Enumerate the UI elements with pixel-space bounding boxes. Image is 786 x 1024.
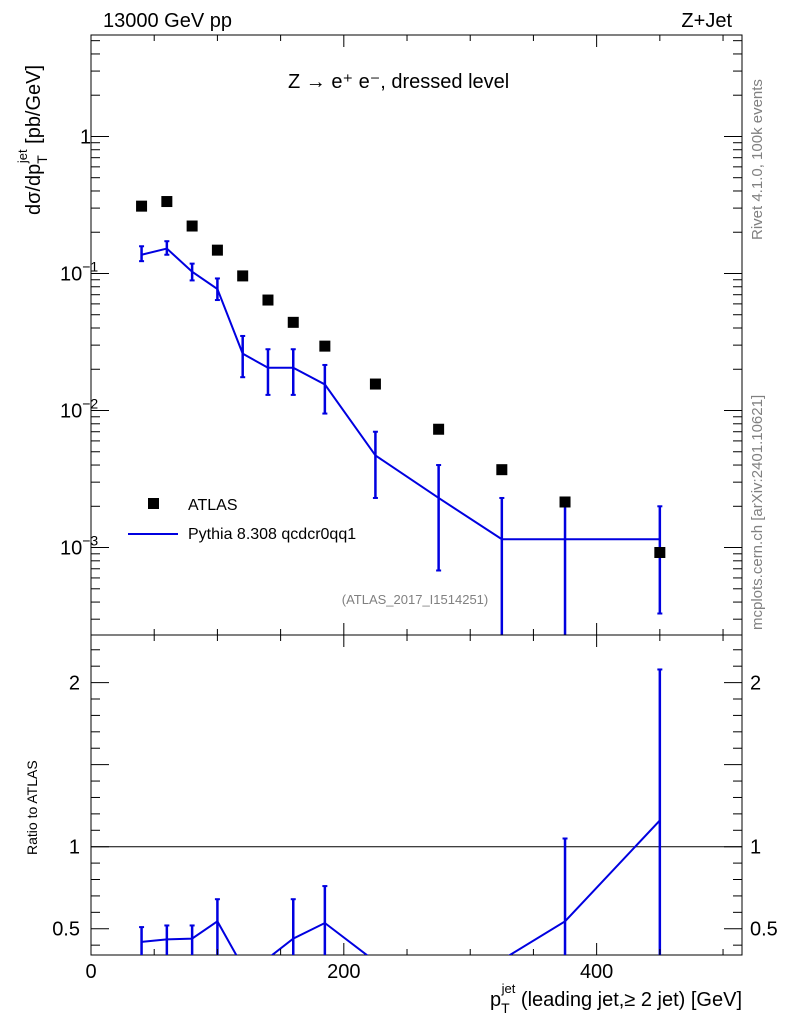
upper-ylabel-unit: [pb/GeV] bbox=[23, 65, 45, 150]
legend-mc-label: Pythia 8.308 qcdcr0qq1 bbox=[188, 526, 356, 543]
source-label: mcplots.cern.ch [arXiv:2401.10621] bbox=[749, 395, 766, 630]
y-tick-label: 10−1 bbox=[60, 258, 98, 285]
y-tick-exponent: −2 bbox=[82, 396, 98, 412]
ratio-tick-label-right: 2 bbox=[750, 673, 761, 695]
ratio-tick-label-left: 2 bbox=[69, 673, 80, 695]
y-tick-label: 10−2 bbox=[60, 396, 98, 423]
atlas-data-point bbox=[186, 220, 198, 232]
ratio-tick-label-right: 1 bbox=[750, 837, 761, 859]
x-tick-label: 200 bbox=[327, 961, 360, 983]
y-tick-mantissa: 10 bbox=[60, 263, 82, 285]
upper-ylabel-sup: jet bbox=[15, 149, 30, 164]
upper-frame bbox=[90, 34, 743, 636]
upper-ylabel-main: dσ/dp bbox=[23, 164, 45, 215]
atlas-data-point bbox=[287, 316, 299, 328]
y-tick-exponent: −3 bbox=[82, 533, 98, 549]
lower-mc-series bbox=[139, 668, 663, 955]
y-tick-label: 1 bbox=[80, 126, 91, 148]
upper-data-series bbox=[136, 196, 666, 559]
lower-ylabel: Ratio to ATLAS bbox=[24, 760, 40, 855]
atlas-data-point bbox=[161, 196, 173, 208]
x-tick-label: 400 bbox=[580, 961, 613, 983]
upper-ylabel: dσ/dpTjet [pb/GeV] bbox=[15, 65, 50, 215]
atlas-data-point bbox=[136, 200, 148, 212]
rivet-label: Rivet 4.1.0, 100k events bbox=[749, 79, 766, 240]
x-axis-label-rest: (leading jet,≥ 2 jet) [GeV] bbox=[515, 989, 742, 1011]
x-axis-label: pTjet (leading jet,≥ 2 jet) [GeV] bbox=[490, 981, 742, 1016]
y-tick-label: 10−3 bbox=[60, 533, 98, 560]
upper-mc-series bbox=[139, 240, 663, 635]
legend-atlas-label: ATLAS bbox=[188, 497, 238, 514]
x-tick-label: 0 bbox=[85, 961, 96, 983]
legend-atlas-marker bbox=[148, 498, 159, 509]
ratio-tick-label-right: 0.5 bbox=[750, 919, 778, 941]
x-axis-label-sup: jet bbox=[501, 981, 516, 996]
y-tick-mantissa: 1 bbox=[80, 126, 91, 148]
ratio-line bbox=[141, 819, 661, 955]
atlas-data-point bbox=[654, 547, 666, 559]
atlas-data-point bbox=[433, 423, 445, 435]
y-tick-exponent: −1 bbox=[82, 258, 98, 274]
legend: ATLAS Pythia 8.308 qcdcr0qq1 bbox=[128, 497, 356, 543]
atlas-data-point bbox=[496, 464, 508, 476]
analysis-label: (ATLAS_2017_I1514251) bbox=[342, 592, 488, 607]
mc-line bbox=[141, 247, 660, 541]
lower-ticks: 0.5 0.5 1 1 2 2 bbox=[52, 649, 778, 946]
atlas-data-point bbox=[559, 496, 571, 508]
y-tick-mantissa: 10 bbox=[60, 538, 82, 560]
atlas-data-point bbox=[262, 294, 274, 306]
upper-ticks: 10−310−210−11 bbox=[60, 40, 742, 620]
upper-panel: 10−310−210−11 Z → e⁺ e⁻, dressed level (… bbox=[15, 34, 743, 636]
atlas-data-point bbox=[369, 378, 381, 390]
x-ticks: 0 200 400 bbox=[85, 35, 724, 983]
x-axis-label-sub: T bbox=[501, 1000, 510, 1016]
header-left: 13000 GeV pp bbox=[103, 10, 232, 32]
upper-ylabel-sub: T bbox=[34, 155, 50, 164]
lower-frame bbox=[90, 634, 743, 956]
atlas-data-point bbox=[319, 340, 331, 352]
atlas-data-point bbox=[211, 244, 223, 256]
y-tick-mantissa: 10 bbox=[60, 401, 82, 423]
lower-panel: 0.5 0.5 1 1 2 2 Ratio to ATLAS bbox=[24, 634, 778, 956]
ratio-tick-label-left: 0.5 bbox=[52, 919, 80, 941]
ratio-tick-label-left: 1 bbox=[69, 837, 80, 859]
process-annotation: Z → e⁺ e⁻, dressed level bbox=[288, 71, 509, 93]
x-axis-label-symbol: p bbox=[490, 989, 501, 1011]
atlas-data-point bbox=[237, 270, 249, 282]
header-right: Z+Jet bbox=[681, 10, 732, 32]
